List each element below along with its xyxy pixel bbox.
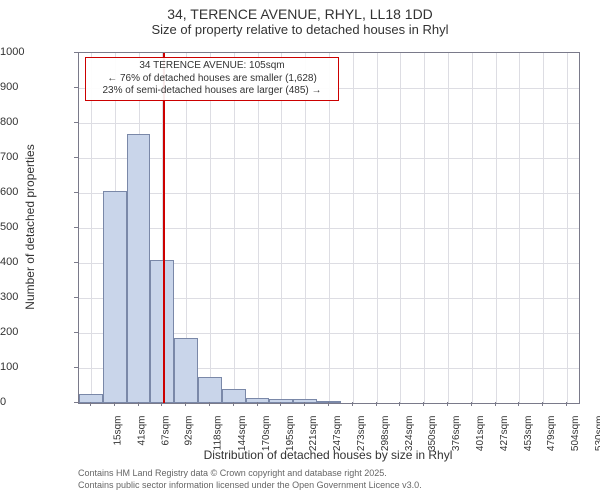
annotation-box: 34 TERENCE AVENUE: 105sqm ← 76% of detac… bbox=[85, 57, 339, 101]
y-label: 100 bbox=[0, 361, 70, 373]
y-label: 300 bbox=[0, 291, 70, 303]
bar bbox=[103, 191, 127, 403]
x-tick bbox=[376, 402, 377, 406]
marker-line bbox=[163, 53, 165, 403]
gridline-v bbox=[234, 53, 235, 403]
gridline-v bbox=[305, 53, 306, 403]
x-label: 221sqm bbox=[308, 416, 319, 452]
x-tick bbox=[542, 402, 543, 406]
x-label: 504sqm bbox=[570, 416, 581, 452]
gridline-v bbox=[543, 53, 544, 403]
y-label: 1000 bbox=[0, 46, 70, 58]
x-tick bbox=[90, 402, 91, 406]
x-label: 453sqm bbox=[523, 416, 534, 452]
x-tick bbox=[518, 402, 519, 406]
x-label: 273sqm bbox=[356, 416, 367, 452]
gridline-v bbox=[258, 53, 259, 403]
x-tick bbox=[566, 402, 567, 406]
footer-line2: Contains public sector information licen… bbox=[78, 480, 422, 492]
gridline-v bbox=[400, 53, 401, 403]
chart-title-main: 34, TERENCE AVENUE, RHYL, LL18 1DD bbox=[0, 6, 600, 22]
bar bbox=[150, 260, 174, 404]
gridline-v bbox=[281, 53, 282, 403]
x-tick bbox=[352, 402, 353, 406]
footer: Contains HM Land Registry data © Crown c… bbox=[78, 468, 422, 491]
title-block: 34, TERENCE AVENUE, RHYL, LL18 1DD Size … bbox=[0, 0, 600, 37]
chart-title-sub: Size of property relative to detached ho… bbox=[0, 22, 600, 37]
x-label: 67sqm bbox=[160, 416, 171, 446]
gridline-v bbox=[210, 53, 211, 403]
x-tick bbox=[209, 402, 210, 406]
y-label: 600 bbox=[0, 186, 70, 198]
gridline-v bbox=[91, 53, 92, 403]
x-tick bbox=[399, 402, 400, 406]
gridline-v bbox=[353, 53, 354, 403]
gridline-v bbox=[424, 53, 425, 403]
x-tick bbox=[304, 402, 305, 406]
x-label: 247sqm bbox=[332, 416, 343, 452]
y-label: 400 bbox=[0, 256, 70, 268]
footer-line1: Contains HM Land Registry data © Crown c… bbox=[78, 468, 422, 480]
x-label: 15sqm bbox=[112, 416, 123, 446]
gridline-v bbox=[377, 53, 378, 403]
x-label: 118sqm bbox=[212, 416, 223, 451]
x-label: 427sqm bbox=[499, 416, 510, 452]
bar bbox=[174, 338, 198, 403]
x-tick bbox=[447, 402, 448, 406]
x-label: 401sqm bbox=[475, 416, 486, 452]
y-label: 700 bbox=[0, 151, 70, 163]
x-label: 41sqm bbox=[136, 416, 147, 446]
x-label: 324sqm bbox=[404, 416, 415, 452]
x-label: 92sqm bbox=[184, 416, 195, 446]
y-label: 900 bbox=[0, 81, 70, 93]
x-label: 530sqm bbox=[594, 416, 600, 452]
x-tick bbox=[138, 402, 139, 406]
y-label: 0 bbox=[0, 396, 70, 408]
x-tick bbox=[280, 402, 281, 406]
bar bbox=[127, 134, 151, 404]
x-label: 144sqm bbox=[237, 416, 248, 452]
plot-area: 34 TERENCE AVENUE: 105sqm ← 76% of detac… bbox=[78, 52, 580, 404]
y-label: 200 bbox=[0, 326, 70, 338]
bar bbox=[222, 389, 246, 403]
x-tick bbox=[233, 402, 234, 406]
x-tick bbox=[185, 402, 186, 406]
x-tick bbox=[423, 402, 424, 406]
x-label: 350sqm bbox=[428, 416, 439, 452]
x-label: 298sqm bbox=[380, 416, 391, 452]
x-label: 170sqm bbox=[261, 416, 272, 452]
x-tick bbox=[471, 402, 472, 406]
bar bbox=[198, 377, 222, 403]
x-axis-title: Distribution of detached houses by size … bbox=[78, 448, 578, 462]
x-label: 376sqm bbox=[451, 416, 462, 452]
x-label: 195sqm bbox=[285, 416, 296, 452]
x-tick bbox=[114, 402, 115, 406]
gridline-v bbox=[519, 53, 520, 403]
annotation-line1: 34 TERENCE AVENUE: 105sqm bbox=[90, 60, 334, 73]
gridline-v bbox=[329, 53, 330, 403]
x-tick bbox=[257, 402, 258, 406]
bar bbox=[79, 394, 103, 403]
y-label: 800 bbox=[0, 116, 70, 128]
x-tick bbox=[161, 402, 162, 406]
annotation-line3: 23% of semi-detached houses are larger (… bbox=[90, 85, 334, 98]
y-label: 500 bbox=[0, 221, 70, 233]
x-label: 479sqm bbox=[547, 416, 558, 452]
gridline-v bbox=[448, 53, 449, 403]
x-tick bbox=[328, 402, 329, 406]
chart-container: 34, TERENCE AVENUE, RHYL, LL18 1DD Size … bbox=[0, 0, 600, 500]
gridline-v bbox=[567, 53, 568, 403]
annotation-line2: ← 76% of detached houses are smaller (1,… bbox=[90, 73, 334, 86]
gridline-v bbox=[496, 53, 497, 403]
gridline-v bbox=[472, 53, 473, 403]
x-tick bbox=[495, 402, 496, 406]
